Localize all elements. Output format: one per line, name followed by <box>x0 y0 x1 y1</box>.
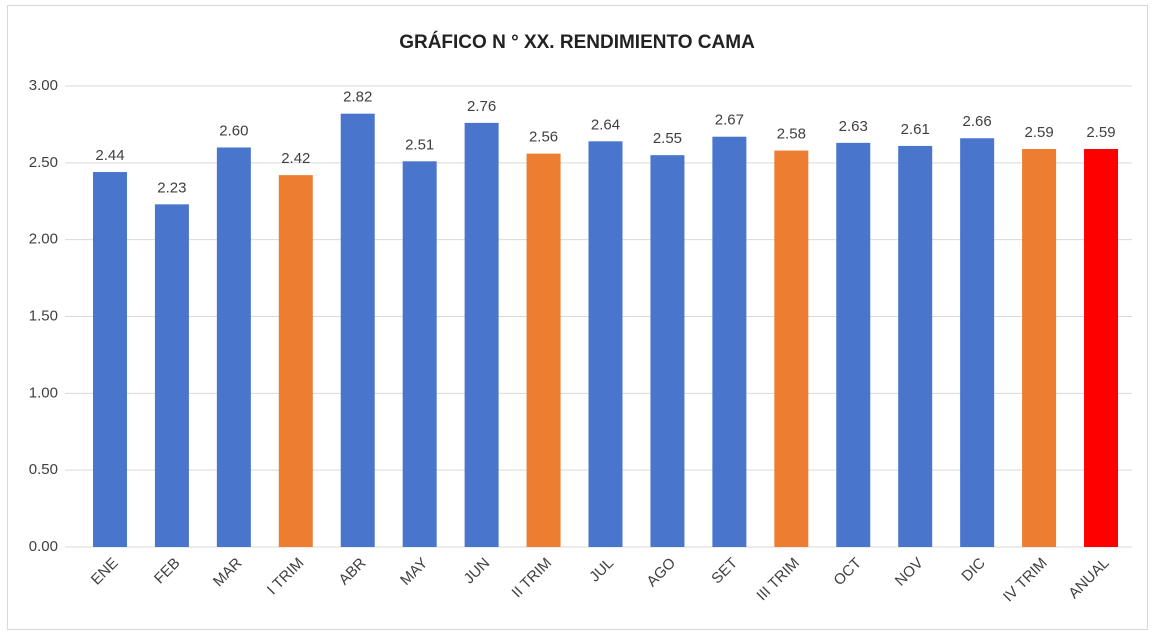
bar <box>588 141 623 547</box>
data-label: 2.51 <box>405 136 434 153</box>
data-label: 2.44 <box>95 147 124 164</box>
data-label: 2.58 <box>777 126 806 143</box>
y-tick-label: 3.00 <box>29 77 58 94</box>
bar <box>898 145 933 547</box>
bar <box>278 175 313 548</box>
data-label: 2.42 <box>281 150 310 167</box>
bar <box>650 155 685 547</box>
data-label: 2.23 <box>157 179 186 196</box>
bar <box>216 147 251 547</box>
data-label: 2.63 <box>839 118 868 135</box>
data-label: 2.55 <box>653 130 682 147</box>
chart-title: GRÁFICO N ° XX. RENDIMIENTO CAMA <box>399 31 755 53</box>
data-label: 2.59 <box>1086 124 1115 141</box>
chart-border <box>7 5 1148 630</box>
data-label: 2.64 <box>591 116 620 133</box>
bar <box>712 136 747 547</box>
y-tick-label: 1.50 <box>29 307 58 324</box>
bar <box>1084 149 1119 547</box>
bar <box>960 138 995 547</box>
data-label: 2.82 <box>343 89 372 106</box>
bar <box>402 161 437 547</box>
data-label: 2.66 <box>963 113 992 130</box>
bar <box>464 122 499 547</box>
data-label: 2.61 <box>901 121 930 138</box>
y-tick-label: 1.00 <box>29 384 58 401</box>
y-tick-label: 0.00 <box>29 538 58 555</box>
data-label: 2.59 <box>1024 124 1053 141</box>
y-tick-label: 0.50 <box>29 461 58 478</box>
data-label: 2.60 <box>219 122 248 139</box>
bar <box>526 153 561 547</box>
bar <box>154 204 189 547</box>
bar <box>774 150 809 548</box>
y-tick-label: 2.00 <box>29 231 58 248</box>
bar <box>1022 149 1057 547</box>
data-label: 2.56 <box>529 129 558 146</box>
bar <box>836 142 871 547</box>
data-label: 2.76 <box>467 98 496 115</box>
y-tick-label: 2.50 <box>29 154 58 171</box>
data-label: 2.67 <box>715 112 744 129</box>
bar <box>340 113 375 547</box>
bar <box>92 172 127 547</box>
